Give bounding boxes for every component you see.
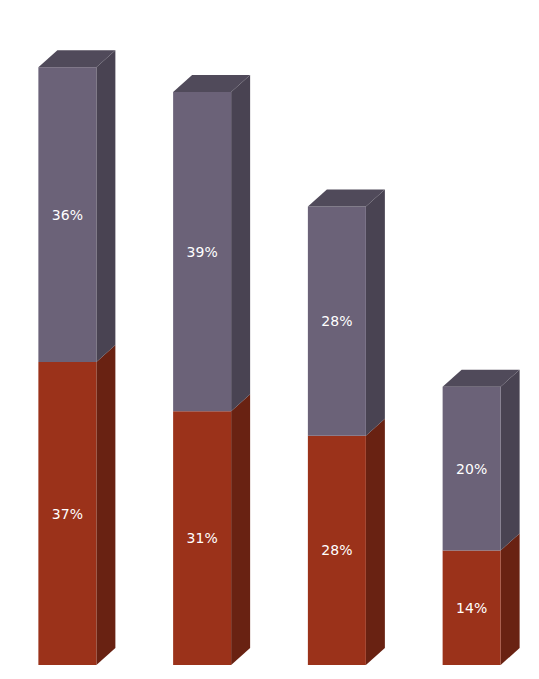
svg-text:37%: 37% (52, 506, 83, 522)
svg-text:14%: 14% (456, 600, 487, 616)
svg-text:28%: 28% (321, 313, 352, 329)
svg-text:31%: 31% (187, 530, 218, 546)
svg-text:28%: 28% (321, 542, 352, 558)
svg-text:36%: 36% (52, 207, 83, 223)
svg-text:39%: 39% (187, 244, 218, 260)
svg-text:20%: 20% (456, 461, 487, 477)
